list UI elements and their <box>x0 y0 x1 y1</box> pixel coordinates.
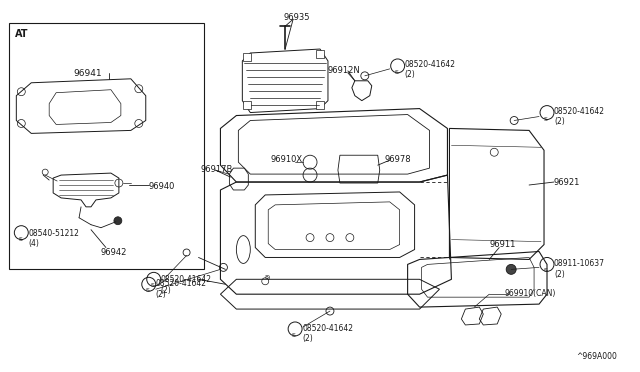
Text: AT: AT <box>15 29 29 39</box>
Text: 96942: 96942 <box>101 247 127 257</box>
Text: 8): 8) <box>264 275 271 280</box>
Text: 96911: 96911 <box>489 240 516 248</box>
Text: 08520-41642
(2): 08520-41642 (2) <box>156 279 207 299</box>
Text: 08540-51212
(4): 08540-51212 (4) <box>28 229 79 248</box>
Text: 96935: 96935 <box>283 13 310 22</box>
Bar <box>243 101 252 109</box>
Circle shape <box>506 264 516 274</box>
Text: ^969A000: ^969A000 <box>576 352 617 361</box>
Text: 969910(CAN): 969910(CAN) <box>504 289 556 298</box>
Text: S: S <box>544 268 548 273</box>
Text: 96921: 96921 <box>554 178 580 187</box>
Text: S: S <box>146 288 150 293</box>
Text: S: S <box>19 237 22 242</box>
Bar <box>316 50 324 58</box>
Text: 08911-10637
(2): 08911-10637 (2) <box>554 259 605 279</box>
Text: 96941: 96941 <box>73 69 102 78</box>
Text: 08520-41642
(2): 08520-41642 (2) <box>404 60 456 79</box>
Text: S: S <box>292 333 296 338</box>
Bar <box>10 23 204 269</box>
Text: 96910X: 96910X <box>270 155 302 164</box>
Circle shape <box>114 217 122 225</box>
Bar <box>243 53 252 61</box>
Text: S: S <box>544 116 548 122</box>
Text: 08520-41642
(2): 08520-41642 (2) <box>161 275 212 295</box>
Bar <box>316 101 324 109</box>
Text: 96940: 96940 <box>148 182 175 191</box>
Text: 08520-41642
(2): 08520-41642 (2) <box>302 324 353 343</box>
Text: 96912N: 96912N <box>328 66 361 75</box>
Text: 08520-41642
(2): 08520-41642 (2) <box>554 107 605 126</box>
Text: 96917B: 96917B <box>200 165 233 174</box>
Text: S: S <box>151 283 155 288</box>
Text: 96978: 96978 <box>385 155 412 164</box>
Text: S: S <box>395 70 399 75</box>
